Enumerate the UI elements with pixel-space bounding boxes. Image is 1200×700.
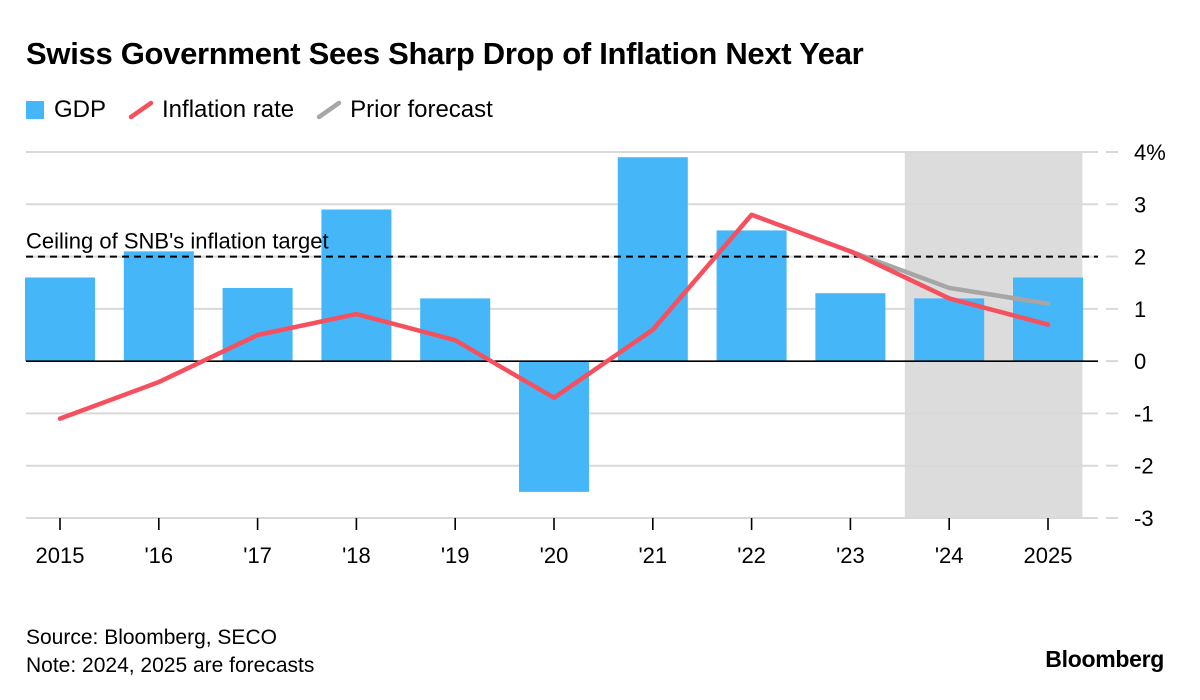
chart-legend: GDP Inflation rate Prior forecast xyxy=(26,96,515,124)
source-note: Source: Bloomberg, SECO xyxy=(26,626,277,649)
legend-item-prior-forecast: Prior forecast xyxy=(316,96,493,124)
legend-item-gdp: GDP xyxy=(26,96,106,124)
y-tick-label: 3 xyxy=(1134,192,1146,217)
prior-forecast-line xyxy=(848,249,1051,306)
x-tick-label: 2025 xyxy=(1024,543,1073,568)
snb-target-label: Ceiling of SNB's inflation target xyxy=(26,229,329,254)
inflation-line xyxy=(57,212,1051,421)
y-tick-label: 0 xyxy=(1134,349,1146,374)
gdp-bar xyxy=(222,287,293,362)
y-tick-label: -1 xyxy=(1134,401,1154,426)
gdp-bar xyxy=(123,251,194,362)
x-tick-label: '24 xyxy=(935,543,964,568)
legend-label-gdp: GDP xyxy=(54,96,107,123)
legend-swatch-prior-forecast xyxy=(316,100,342,120)
legend-swatch-gdp xyxy=(26,101,44,119)
y-tick-label: -2 xyxy=(1134,454,1154,479)
x-tick-label: '23 xyxy=(836,543,865,568)
chart-footer: Source: Bloomberg, SECO Note: 2024, 2025… xyxy=(26,624,314,680)
x-tick-label: '16 xyxy=(144,543,173,568)
y-tick-label: -3 xyxy=(1134,506,1154,531)
x-tick-label: '19 xyxy=(441,543,470,568)
x-tick-label: 2015 xyxy=(36,543,85,568)
x-tick-label: '22 xyxy=(737,543,766,568)
y-tick-label: 2 xyxy=(1134,245,1146,270)
y-tick-label: 4% xyxy=(1134,140,1166,165)
brand-logo: Bloomberg xyxy=(1045,646,1164,672)
legend-swatch-inflation xyxy=(128,100,154,120)
gdp-bar xyxy=(716,230,787,362)
x-tick-label: '21 xyxy=(638,543,667,568)
gdp-bar xyxy=(25,277,95,362)
y-tick-label: 1 xyxy=(1134,297,1146,322)
gdp-bar xyxy=(420,298,491,362)
x-tick-label: '18 xyxy=(342,543,371,568)
forecast-note: Note: 2024, 2025 are forecasts xyxy=(26,654,315,677)
gdp-bar xyxy=(914,298,985,362)
x-tick-label: '17 xyxy=(243,543,272,568)
chart-title: Swiss Government Sees Sharp Drop of Infl… xyxy=(26,36,864,71)
x-tick-label: '20 xyxy=(540,543,569,568)
gdp-bar xyxy=(321,209,392,362)
legend-label-inflation: Inflation rate xyxy=(162,96,295,123)
legend-item-inflation: Inflation rate xyxy=(128,96,294,124)
gdp-bar xyxy=(815,293,886,362)
legend-label-prior-forecast: Prior forecast xyxy=(350,96,493,123)
